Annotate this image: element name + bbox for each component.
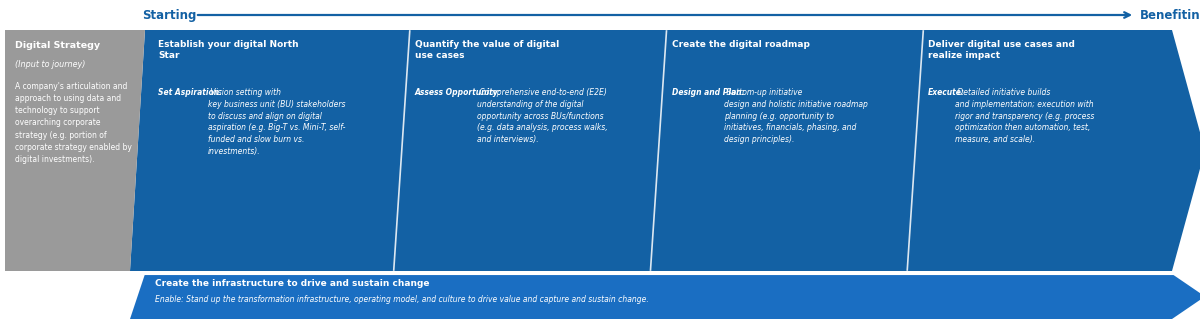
Text: Benefiting: Benefiting	[1140, 8, 1200, 22]
Text: Create the digital roadmap: Create the digital roadmap	[672, 40, 809, 49]
Text: (Input to journey): (Input to journey)	[16, 60, 85, 69]
Text: Detailed initiative builds
and implementation; execution with
rigor and transpar: Detailed initiative builds and implement…	[955, 88, 1094, 144]
Polygon shape	[130, 30, 1172, 271]
Text: Comprehensive end-to-end (E2E)
understanding of the digital
opportunity across B: Comprehensive end-to-end (E2E) understan…	[478, 88, 608, 144]
Polygon shape	[5, 30, 145, 271]
Text: Execute:: Execute:	[929, 88, 965, 97]
Text: Create the infrastructure to drive and sustain change: Create the infrastructure to drive and s…	[155, 278, 430, 287]
Text: Enable: Stand up the transformation infrastructure, operating model, and culture: Enable: Stand up the transformation infr…	[155, 295, 649, 304]
Text: Set Aspiration:: Set Aspiration:	[158, 88, 222, 97]
Text: Digital Strategy: Digital Strategy	[16, 41, 100, 50]
Text: Deliver digital use cases and
realize impact: Deliver digital use cases and realize im…	[929, 40, 1075, 60]
Text: Assess Opportunity:: Assess Opportunity:	[415, 88, 502, 97]
Text: Bottom-up initiative
design and holistic initiative roadmap
planning (e.g. oppor: Bottom-up initiative design and holistic…	[725, 88, 868, 144]
Polygon shape	[1172, 274, 1200, 319]
Text: Starting: Starting	[142, 8, 197, 22]
Text: Quantify the value of digital
use cases: Quantify the value of digital use cases	[415, 40, 559, 60]
Text: A company's articulation and
approach to using data and
technology to support
ov: A company's articulation and approach to…	[16, 82, 132, 164]
Text: Design and Plan:: Design and Plan:	[672, 88, 744, 97]
Polygon shape	[130, 274, 1172, 319]
Polygon shape	[1172, 30, 1200, 271]
Text: Vision setting with
key business unit (BU) stakeholders
to discuss and align on : Vision setting with key business unit (B…	[208, 88, 346, 156]
Text: Establish your digital North
Star: Establish your digital North Star	[158, 40, 299, 60]
